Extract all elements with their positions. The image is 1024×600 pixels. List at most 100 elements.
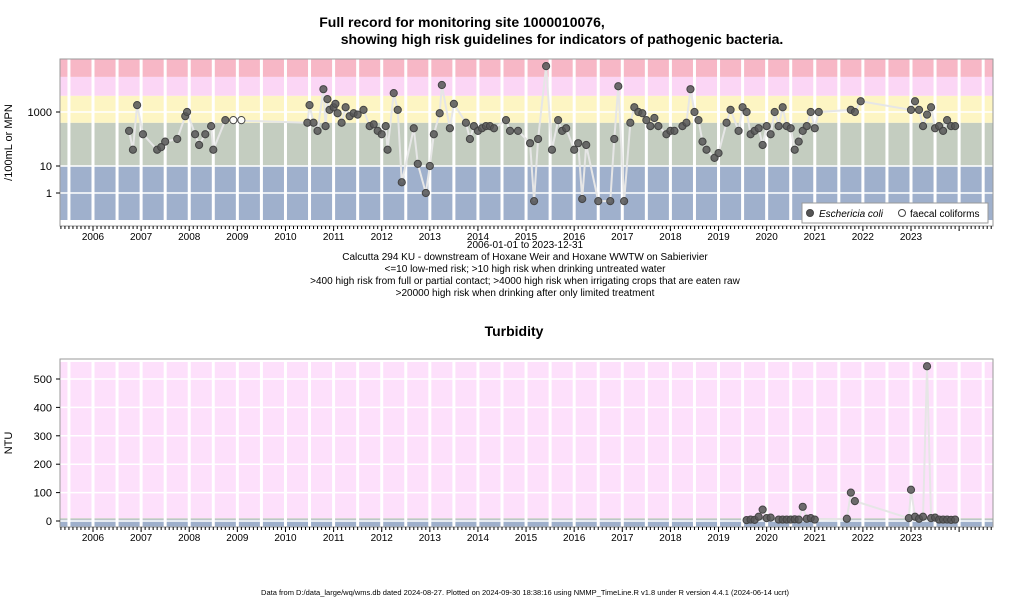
ecoli-point bbox=[806, 107, 815, 117]
ecoli-point bbox=[337, 118, 346, 127]
legend-box bbox=[801, 202, 989, 224]
ecoli-point bbox=[333, 109, 342, 118]
ecoli-point bbox=[638, 109, 647, 118]
ecoli-point bbox=[449, 99, 458, 108]
turbidity-point bbox=[758, 505, 767, 514]
turbidity-xtick-label: 2012 bbox=[371, 533, 394, 544]
guideline-1: <=10 low-med risk; >10 high risk when dr… bbox=[384, 264, 666, 275]
chart-title-line2: showing high risk guidelines for indicat… bbox=[340, 31, 784, 47]
ecoli-point bbox=[790, 145, 799, 154]
ecoli-point bbox=[802, 122, 811, 131]
ecoli-point bbox=[606, 197, 615, 206]
turbidity-point bbox=[842, 514, 851, 523]
ecoli-point bbox=[353, 110, 362, 119]
ecoli-point bbox=[313, 126, 322, 135]
ecoli-xtick-label: 2012 bbox=[371, 232, 394, 243]
ecoli-point bbox=[305, 101, 314, 110]
ecoli-point bbox=[445, 124, 454, 133]
ecoli-point bbox=[221, 116, 230, 125]
ecoli-point bbox=[437, 80, 446, 90]
turbidity-point bbox=[922, 362, 932, 371]
turbidity-point bbox=[850, 497, 859, 506]
ecoli-point bbox=[554, 116, 563, 125]
ecoli-point bbox=[513, 126, 523, 135]
ecoli-point bbox=[794, 137, 803, 146]
ecoli-point bbox=[914, 105, 924, 114]
ecoli-point bbox=[319, 85, 328, 94]
ecoli-point bbox=[425, 161, 434, 171]
ecoli-xtick-label: 2019 bbox=[707, 232, 730, 243]
ecoli-point bbox=[190, 130, 200, 139]
ecoli-point bbox=[918, 122, 928, 131]
turbidity-xtick-label: 2008 bbox=[178, 533, 201, 544]
turbidity-xtick-label: 2017 bbox=[611, 533, 634, 544]
ecoli-point bbox=[734, 126, 743, 135]
ecoli-xtick-label: 2013 bbox=[419, 232, 442, 243]
turbidity-point bbox=[766, 513, 775, 522]
turbidity-ytick-label: 100 bbox=[34, 488, 52, 500]
ecoli-point bbox=[542, 62, 551, 71]
turbidity-ytick-label: 0 bbox=[46, 516, 52, 528]
ecoli-point bbox=[758, 140, 767, 150]
ecoli-point bbox=[397, 178, 406, 187]
ecoli-point bbox=[654, 122, 663, 131]
ecoli-point bbox=[698, 137, 707, 146]
footer-note: Data from D:/data_large/wq/wms.db dated … bbox=[261, 588, 789, 597]
ecoli-point bbox=[646, 122, 655, 131]
ecoli-xtick-label: 2016 bbox=[563, 232, 586, 243]
legend-swatch-faecal bbox=[898, 209, 906, 217]
ecoli-point bbox=[714, 149, 723, 158]
ecoli-point bbox=[810, 124, 819, 133]
turbidity-ytick-label: 300 bbox=[34, 431, 52, 443]
ecoli-point bbox=[341, 103, 350, 112]
ecoli-point bbox=[201, 130, 210, 139]
turbidity-xtick-label: 2020 bbox=[756, 533, 779, 544]
ecoli-point bbox=[409, 124, 418, 133]
legend-label-ecoli: Eschericia coli bbox=[819, 209, 884, 220]
ecoli-point bbox=[529, 197, 539, 206]
ecoli-xtick-label: 2008 bbox=[178, 232, 201, 243]
ecoli-xtick-label: 2020 bbox=[756, 232, 779, 243]
guideline-3: >20000 high risk when drinking after onl… bbox=[395, 288, 655, 299]
ecoli-point bbox=[381, 122, 390, 131]
turbidity-ytick-label: 500 bbox=[34, 374, 52, 386]
turbidity-point bbox=[846, 488, 855, 497]
ecoli-point bbox=[161, 137, 170, 146]
chart-title-line1: Full record for monitoring site 10000100… bbox=[319, 14, 605, 30]
ecoli-point bbox=[489, 124, 499, 133]
site-description: Calcutta 294 KU - downstream of Hoxane W… bbox=[342, 252, 708, 263]
turbidity-xtick-label: 2013 bbox=[419, 533, 442, 544]
ecoli-point bbox=[690, 107, 699, 117]
turbidity-xtick-label: 2009 bbox=[226, 533, 249, 544]
ecoli-point bbox=[856, 97, 865, 106]
ecoli-xtick-label: 2023 bbox=[900, 232, 923, 243]
turbidity-xtick-label: 2016 bbox=[563, 533, 586, 544]
ecoli-ytick-label: 1000 bbox=[28, 107, 52, 119]
ecoli-point bbox=[207, 122, 216, 131]
ecoli-point bbox=[570, 145, 579, 154]
ecoli-point bbox=[501, 116, 511, 125]
turbidity-xtick-label: 2018 bbox=[659, 533, 682, 544]
guideline-2: >400 high risk from full or partial cont… bbox=[310, 276, 740, 287]
ecoli-xtick-label: 2015 bbox=[515, 232, 538, 243]
ecoli-point bbox=[209, 145, 218, 154]
legend: Eschericia coli faecal coliforms bbox=[801, 202, 989, 224]
ecoli-point bbox=[614, 82, 623, 91]
ecoli-point bbox=[786, 124, 795, 133]
ecoli-point bbox=[505, 126, 515, 135]
ecoli-point bbox=[722, 118, 731, 127]
ecoli-point bbox=[762, 122, 771, 131]
date-range-caption: 2006-01-01 to 2023-12-31 bbox=[466, 240, 584, 251]
ecoli-point bbox=[128, 145, 138, 154]
ecoli-point bbox=[229, 116, 238, 125]
ecoli-ytick-label: 1 bbox=[46, 188, 52, 200]
ecoli-point bbox=[133, 101, 142, 110]
ecoli-ytick-label: 10 bbox=[40, 161, 52, 173]
turbidity-point bbox=[810, 515, 819, 524]
ecoli-point bbox=[525, 139, 535, 148]
ecoli-point bbox=[533, 134, 543, 144]
ecoli-point bbox=[309, 118, 318, 127]
ecoli-point bbox=[626, 118, 635, 127]
ecoli-point bbox=[594, 197, 603, 206]
turbidity-xtick-label: 2011 bbox=[323, 533, 345, 544]
